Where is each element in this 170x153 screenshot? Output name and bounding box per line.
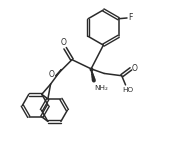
Text: O: O — [61, 38, 67, 47]
Text: F: F — [128, 13, 133, 22]
Text: HO: HO — [122, 87, 133, 93]
Text: O: O — [132, 64, 138, 73]
Text: O: O — [48, 70, 54, 79]
Text: NH₂: NH₂ — [94, 85, 108, 91]
